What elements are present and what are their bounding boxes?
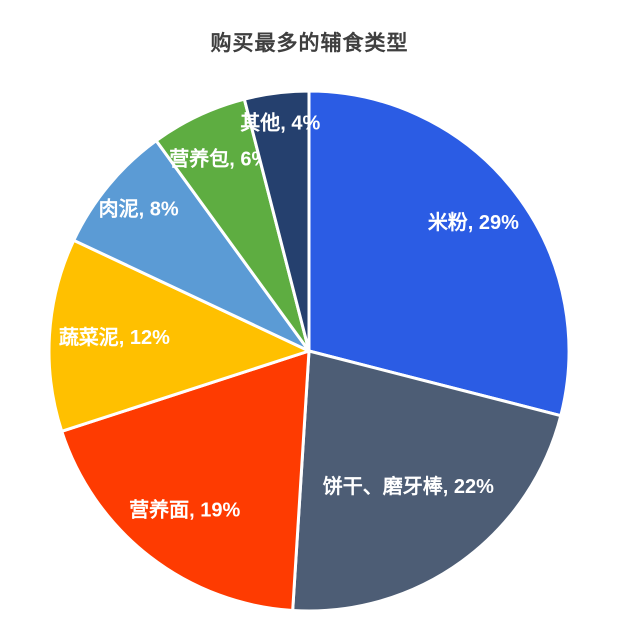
pie-slice[interactable]: [60, 349, 311, 612]
slice-label: 米粉, 29%: [428, 210, 519, 234]
pie-slice[interactable]: [291, 349, 563, 613]
chart-title: 购买最多的辅食类型: [210, 32, 409, 55]
slice-label: 营养面, 19%: [129, 497, 240, 521]
slice-label: 营养包, 6%: [169, 147, 269, 171]
slice-label: 蔬菜泥, 12%: [59, 326, 170, 349]
slice-label: 饼干、磨牙棒, 22%: [323, 474, 494, 498]
pie-slice[interactable]: [47, 238, 311, 433]
pie-slice[interactable]: [72, 139, 311, 353]
slice-label: 肉泥, 8%: [99, 197, 179, 220]
slice-label: 其他, 4%: [240, 110, 320, 134]
pie-slice[interactable]: [307, 89, 571, 418]
pie-slice[interactable]: [242, 89, 311, 353]
